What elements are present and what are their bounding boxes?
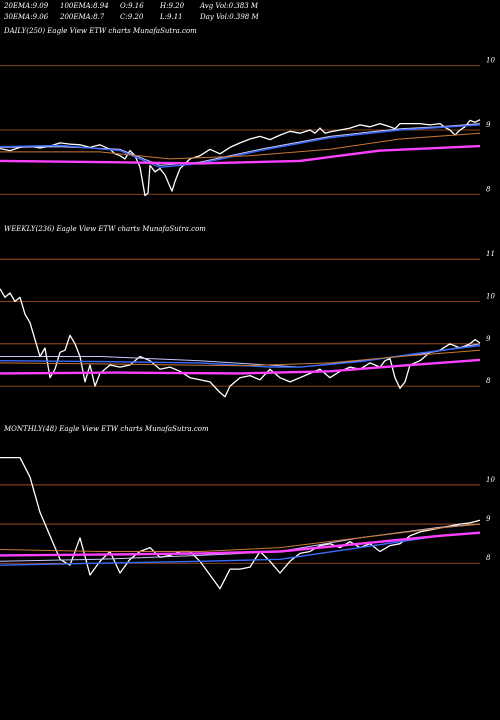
- close-value: 9.20: [127, 13, 144, 21]
- open-value: 9.16: [128, 2, 144, 10]
- weekly-chart-title: WEEKLY(236) Eagle View ETW charts Munafa…: [4, 225, 206, 233]
- ema100-value: 8.94: [93, 2, 109, 10]
- avgvol-label: Avg Vol:: [200, 2, 229, 10]
- header-avgvol: Avg Vol:0.383 M: [200, 2, 258, 10]
- header-low: L:9.11: [160, 13, 183, 21]
- daily-tick-label: 10: [486, 57, 495, 65]
- weekly-tick-label: 8: [486, 377, 491, 385]
- monthly-tick-label: 10: [486, 476, 495, 484]
- header-dayvol: Day Vol:0.398 M: [200, 13, 259, 21]
- weekly-ema-magenta-line: [0, 358, 481, 375]
- ema20-label: 20EMA:: [4, 2, 33, 10]
- weekly-tick-label: 10: [486, 292, 495, 300]
- ema20-value: 9.09: [32, 2, 49, 10]
- daily-price-line: [0, 119, 481, 197]
- weekly-tick-label: 11: [486, 250, 495, 258]
- weekly-ema-orange-line: [0, 349, 481, 367]
- high-label: H:: [160, 2, 169, 10]
- weekly-price-line: [0, 288, 481, 398]
- weekly-ema-blue-line: [0, 344, 481, 368]
- header-row-1: 20EMA:9.09: [4, 2, 48, 10]
- ema200-label: 200EMA:: [60, 13, 94, 21]
- header-ema200: 200EMA:8.7: [60, 13, 104, 21]
- monthly-ema-magenta-line: [0, 531, 481, 557]
- weekly-tick-label: 9: [486, 335, 491, 343]
- daily-ema-orange-line: [0, 132, 481, 160]
- ema200-value: 8.7: [93, 13, 105, 21]
- ema30-label: 30EMA:: [4, 13, 33, 21]
- monthly-tick-label: 9: [486, 515, 491, 523]
- avgvol-value: 0.383 M: [228, 2, 259, 10]
- daily-tick-label: 9: [486, 121, 491, 129]
- low-value: 9.11: [167, 13, 183, 21]
- high-value: 9.20: [168, 2, 185, 10]
- header-close: C:9.20: [120, 13, 143, 21]
- header-ema100: 100EMA:8.94: [60, 2, 109, 10]
- monthly-price-line: [0, 456, 481, 590]
- daily-tick-label: 8: [486, 185, 491, 193]
- daily-ema-magenta-line: [0, 144, 481, 165]
- dayvol-value: 0.398 M: [229, 13, 259, 21]
- monthly-ema-orange-line: [0, 523, 481, 552]
- monthly-tick-label: 8: [486, 554, 491, 562]
- monthly-chart-title: MONTHLY(48) Eagle View ETW charts Munafa…: [4, 425, 209, 433]
- close-label: C:: [120, 13, 128, 21]
- low-label: L:: [160, 13, 168, 21]
- ema100-label: 100EMA:: [60, 2, 94, 10]
- open-label: O:: [120, 2, 129, 10]
- ema30-value: 9.06: [32, 13, 49, 21]
- header-ema30: 30EMA:9.06: [4, 13, 48, 21]
- daily-chart-title: DAILY(250) Eagle View ETW charts MunafaS…: [4, 27, 197, 35]
- dayvol-label: Day Vol:: [200, 13, 230, 21]
- header-high: H:9.20: [160, 2, 184, 10]
- header-open: O:9.16: [120, 2, 144, 10]
